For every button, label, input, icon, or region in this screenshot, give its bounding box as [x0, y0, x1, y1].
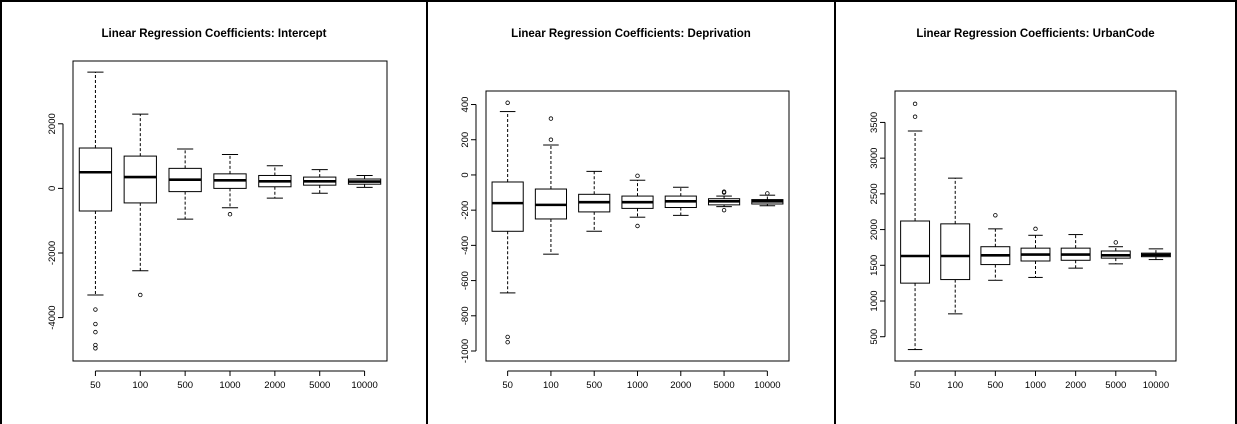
outlier-point [93, 329, 98, 335]
outlier-point [635, 223, 640, 229]
boxplot-intercept: -4000 -2000 0 2000 50 100 500 1000 2000 5000 10000 [47, 60, 388, 391]
chart-title: Linear Regression Coefficients: Intercep… [101, 28, 327, 40]
box-iqr [123, 155, 157, 204]
chart-title: Linear Regression Coefficients: Deprivat… [511, 28, 751, 40]
outlier-point [1033, 226, 1038, 232]
outlier-point [227, 212, 233, 217]
y-tick-label: 0 [460, 172, 471, 177]
box-iqr [900, 220, 931, 284]
y-tick-label: 0 [47, 186, 58, 191]
y-tick-label: 3500 [869, 112, 880, 133]
outlier-point [505, 339, 510, 345]
x-tick-label: 1000 [219, 380, 240, 391]
y-tick-label: -1000 [460, 339, 471, 363]
boxplot-urbancode: 500 1000 1500 2000 2500 3000 3500 50 100 500 1000 2… [869, 90, 1177, 391]
boxplot-deprivation: -1000 -800 -600 -400 -200 0 200 400 50 100 500 1000… [460, 90, 790, 391]
chart-panel-intercept: Linear Regression Coefficients: Intercep… [2, 2, 426, 424]
outlier-point [505, 334, 510, 340]
x-tick-label: 10000 [1143, 380, 1169, 391]
y-tick-label: 200 [460, 132, 471, 148]
x-tick-label: 2000 [670, 380, 691, 391]
x-tick-label: 100 [132, 380, 148, 391]
plot-frame [894, 90, 1177, 362]
x-tick-label: 500 [987, 380, 1003, 391]
x-tick-label: 50 [90, 380, 101, 391]
outlier-point [993, 213, 998, 218]
y-tick-label: 400 [460, 97, 471, 113]
x-tick-label: 50 [502, 380, 513, 391]
outlier-point [505, 100, 510, 105]
x-tick-label: 1000 [1025, 380, 1046, 391]
y-tick-label: 2000 [869, 219, 880, 240]
x-tick-label: 5000 [1105, 380, 1126, 391]
outlier-point [93, 307, 98, 312]
box-iqr [491, 181, 524, 232]
box-iqr [78, 147, 113, 212]
x-tick-label: 100 [947, 380, 963, 391]
y-tick-label: -200 [460, 201, 471, 220]
panel-divider [426, 0, 428, 424]
outlier-point [721, 190, 727, 195]
y-tick-label: 1000 [869, 290, 880, 311]
chart-panel-urbancode: Linear Regression Coefficients: UrbanCod… [836, 2, 1235, 424]
outlier-point [912, 101, 918, 107]
x-tick-label: 50 [910, 380, 921, 391]
box-iqr [940, 223, 971, 281]
y-tick-label: 2000 [47, 113, 58, 134]
y-tick-label: 1500 [869, 255, 880, 276]
y-tick-label: -4000 [47, 305, 58, 329]
x-tick-label: 2000 [264, 380, 285, 391]
y-tick-label: 2500 [869, 183, 880, 204]
outlier-point [93, 346, 98, 351]
y-tick-label: -2000 [47, 241, 58, 265]
chart-title: Linear Regression Coefficients: UrbanCod… [916, 28, 1155, 40]
panel-divider [834, 0, 836, 424]
y-tick-label: 500 [869, 329, 880, 345]
outlier-point [1113, 240, 1118, 245]
x-tick-label: 10000 [754, 380, 780, 391]
outlier-point [548, 137, 554, 142]
outlier-point [765, 191, 770, 196]
y-tick-label: -400 [460, 236, 471, 255]
x-tick-label: 5000 [714, 380, 735, 391]
y-tick-label: 3000 [869, 148, 880, 169]
outlier-point [912, 114, 918, 119]
x-tick-label: 2000 [1065, 380, 1086, 391]
x-tick-label: 100 [543, 380, 559, 391]
outlier-point [635, 173, 640, 179]
x-tick-label: 500 [177, 380, 193, 391]
plot-frame [485, 90, 790, 362]
x-tick-label: 5000 [309, 380, 330, 391]
outlier-point [93, 321, 98, 327]
plot-frame [72, 60, 388, 362]
x-tick-label: 1000 [627, 380, 648, 391]
outlier-point [721, 207, 727, 213]
outlier-point [138, 292, 143, 298]
x-tick-label: 10000 [351, 380, 377, 391]
chart-panel-deprivation: Linear Regression Coefficients: Deprivat… [428, 2, 834, 424]
x-tick-label: 500 [586, 380, 602, 391]
outlier-point [548, 116, 554, 121]
y-tick-label: -800 [460, 306, 471, 325]
y-tick-label: -600 [460, 271, 471, 290]
